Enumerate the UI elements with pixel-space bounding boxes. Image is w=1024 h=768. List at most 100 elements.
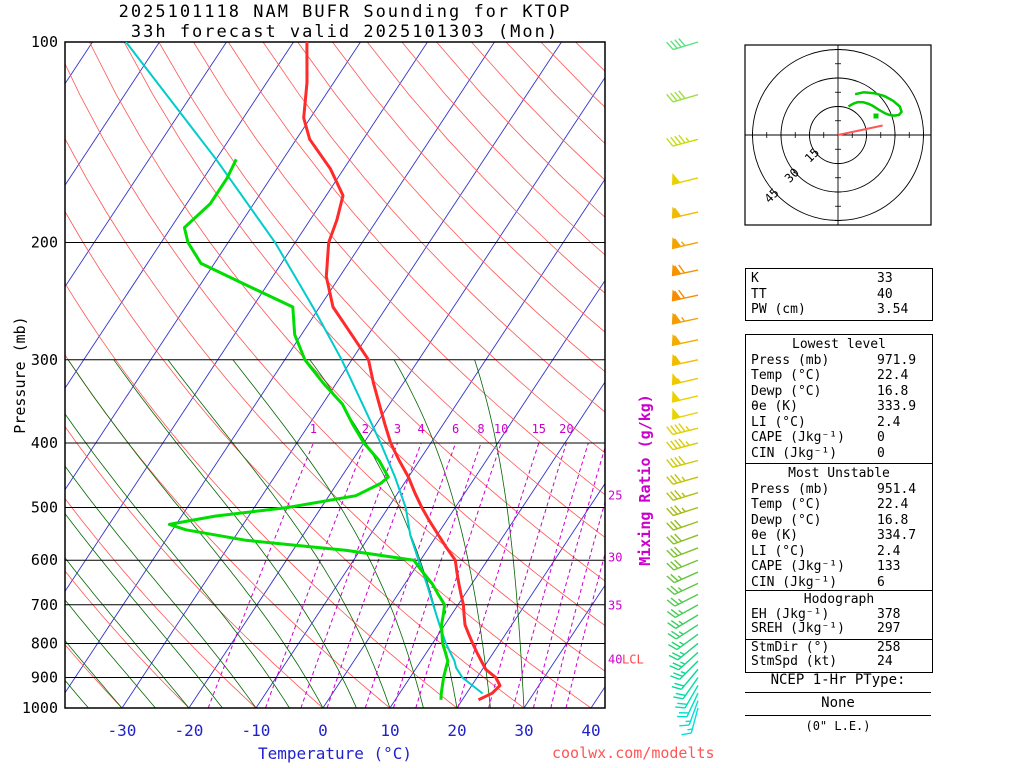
stat-value: 0 [877,445,885,461]
temperature-curve [302,42,502,702]
pressure-tick-label: 300 [31,351,58,369]
wind-barb [681,707,699,736]
stat-row: Temp (°C) 22.4 [746,497,932,513]
ptype-block: NCEP 1-Hr PType: None (0" L.E.) [745,672,931,735]
pressure-tick-label: 400 [31,434,58,452]
lowest-level-header: Lowest level [792,337,886,352]
wind-barb [671,373,699,386]
mixing-ratio-label: 20 [559,422,573,436]
stat-value: 258 [877,639,901,655]
temperature-axis-label: Temperature (°C) [257,744,413,763]
stat-value: 16.8 [877,512,909,528]
pressure-tick-label: 500 [31,499,58,517]
title-line-2: 33h forecast valid 2025101303 (Mon) [130,22,560,42]
wind-barb-column [666,38,699,736]
temp-tick-label: -10 [241,721,270,740]
stat-label: LI (°C) [751,414,806,430]
stat-label: Temp (°C) [751,497,822,512]
mixing-ratio-label: 40 [608,652,622,666]
wind-barb [666,489,699,501]
hodograph-table: Hodograph EH (Jkg⁻¹) 378 SREH (Jkg⁻¹) 297 St… [745,590,933,673]
mixing-ratio-label: 25 [608,489,622,503]
pressure-tick-label: 700 [31,596,58,614]
stat-value: 40 [877,286,893,302]
stat-label: θe (K) [751,528,798,543]
pressure-tick-label: 200 [31,233,58,251]
wind-barb [671,206,699,219]
stat-row: Press (mb) 951.4 [746,482,932,498]
temp-tick-label: 30 [514,721,533,740]
lcl-label: LCL [622,652,644,666]
most-unstable-header: Most Unstable [788,466,890,481]
stat-label: Dewp (°C) [751,383,822,399]
wind-barb [677,692,699,718]
stat-row: LI (°C) 2.4 [746,544,932,560]
temp-tick-label: 40 [581,721,600,740]
wind-barb [670,660,699,681]
ptype-value: None [745,693,931,716]
stat-row: Press (mb) 971.9 [746,353,932,369]
wind-barb [666,423,699,436]
stat-value: 951.4 [877,481,917,497]
stat-label: CAPE (Jkg⁻¹) [751,559,845,574]
wind-barb [666,438,699,451]
stat-label: TT [751,286,767,302]
stat-value: 0 [877,430,885,445]
temp-tick-label: 10 [380,721,399,740]
pressure-tick-label: 1000 [22,699,58,717]
ptype-note: (0" L.E.) [805,719,871,733]
stat-row: EH (Jkg⁻¹) 378 [746,607,932,623]
wind-barb [666,505,699,517]
temp-tick-label: -20 [174,721,203,740]
stat-label: Temp (°C) [751,368,822,383]
wind-barb [672,407,699,420]
wind-barb [671,312,699,325]
wind-barb [671,390,699,403]
stat-value: 133 [877,559,901,574]
wind-barb [666,473,699,485]
stat-label: LI (°C) [751,543,806,559]
most-unstable-table: Most Unstable Press (mb) 951.4 Temp (°C) 22… [745,463,933,593]
pressure-tick-label: 100 [31,33,58,51]
wind-barb [666,571,699,584]
stat-row: Temp (°C) 22.4 [746,368,932,384]
isotherm-lines [65,42,605,708]
stat-row: Dewp (°C) 16.8 [746,384,932,400]
watermark-text: coolwx.com/modelts [552,744,715,762]
wind-barb [668,633,699,651]
stat-value: 22.4 [877,497,909,512]
stat-row: PW (cm) 3.54 [746,302,932,318]
stat-label: CAPE (Jkg⁻¹) [751,430,845,445]
mixing-ratio-labels: 1 2 3 4 6 8 10 15 20 25 30 35 40 [310,422,623,666]
temp-tick-labels: -30 -20 -10 0 10 20 30 40 [107,721,600,740]
stat-row: Dewp (°C) 16.8 [746,513,932,529]
stat-row: CAPE (Jkg⁻¹) 0 [746,430,932,446]
stat-label: Press (mb) [751,352,830,368]
wind-barb [673,677,699,700]
pressure-tick-label: 600 [31,551,58,569]
wind-barb [666,533,699,545]
pressure-grid-lines [64,41,606,709]
stat-label: StmDir (°) [751,639,830,655]
wind-barb [666,593,699,607]
ptype-title: NCEP 1-Hr PType: [745,672,931,693]
wind-barb [667,624,699,640]
stat-row: LI (°C) 2.4 [746,415,932,431]
wind-barb [671,668,699,690]
mixing-ratio-label: 3 [394,422,401,436]
stat-label: Press (mb) [751,481,830,497]
chart-title: 2025101118 NAM BUFR Sounding for KTOP 33… [30,2,660,42]
wind-barb [666,134,699,147]
wind-barb [666,582,699,596]
stat-row: CIN (Jkg⁻¹) 0 [746,446,932,462]
stat-value: 6 [877,574,885,590]
stat-value: 2.4 [877,543,901,559]
mixing-ratio-label: 2 [362,422,369,436]
wind-barb [669,651,699,671]
wind-barb [666,455,699,468]
stat-value: 2.4 [877,414,901,430]
wind-barb [675,685,699,709]
title-line-1: 2025101118 NAM BUFR Sounding for KTOP [118,2,572,22]
lcl-marker: LCL [622,652,644,666]
